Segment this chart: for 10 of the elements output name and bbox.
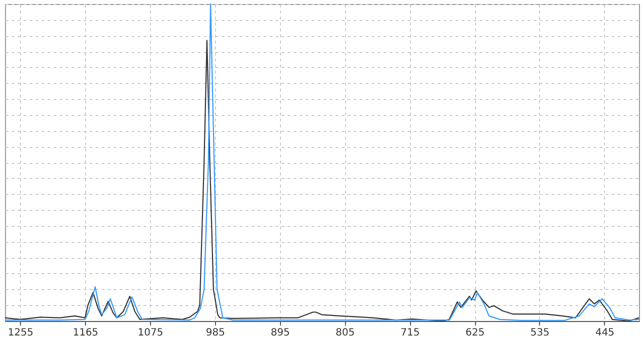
x-tick-label: 445 [595,328,614,338]
x-tick-label: 535 [530,328,550,338]
x-tick-label: 1075 [138,328,164,338]
x-tick-label: 1255 [8,328,34,338]
x-tick-label: 625 [466,328,485,338]
x-tick-label: 895 [270,328,290,338]
x-tick-label: 985 [206,328,225,338]
x-tick-label: 805 [336,328,355,338]
x-tick-label: 1165 [72,328,98,338]
x-tick-label: 715 [400,328,420,338]
